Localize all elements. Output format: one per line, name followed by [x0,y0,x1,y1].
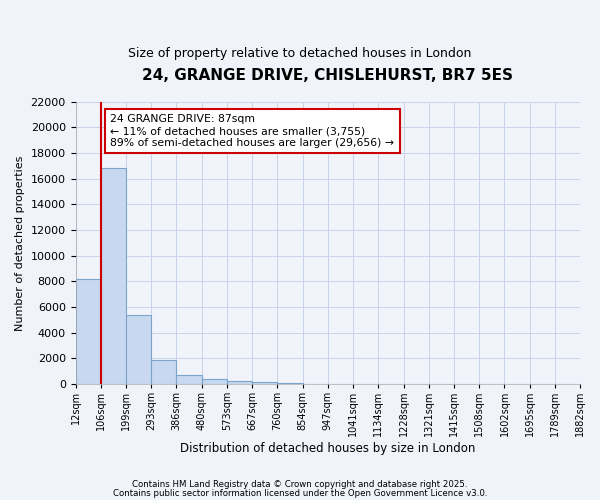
Bar [227,382,252,384]
Bar [151,360,176,384]
Text: Contains public sector information licensed under the Open Government Licence v3: Contains public sector information licen… [113,488,487,498]
Bar [176,375,202,384]
Text: Contains HM Land Registry data © Crown copyright and database right 2025.: Contains HM Land Registry data © Crown c… [132,480,468,489]
Bar [277,382,302,384]
Bar [126,314,151,384]
Text: Size of property relative to detached houses in London: Size of property relative to detached ho… [128,48,472,60]
Title: 24, GRANGE DRIVE, CHISLEHURST, BR7 5ES: 24, GRANGE DRIVE, CHISLEHURST, BR7 5ES [142,68,513,82]
Bar [76,279,101,384]
Bar [202,379,227,384]
Bar [252,382,277,384]
X-axis label: Distribution of detached houses by size in London: Distribution of detached houses by size … [180,442,475,455]
Text: 24 GRANGE DRIVE: 87sqm
← 11% of detached houses are smaller (3,755)
89% of semi-: 24 GRANGE DRIVE: 87sqm ← 11% of detached… [110,114,394,148]
Y-axis label: Number of detached properties: Number of detached properties [15,155,25,330]
Bar [101,168,126,384]
